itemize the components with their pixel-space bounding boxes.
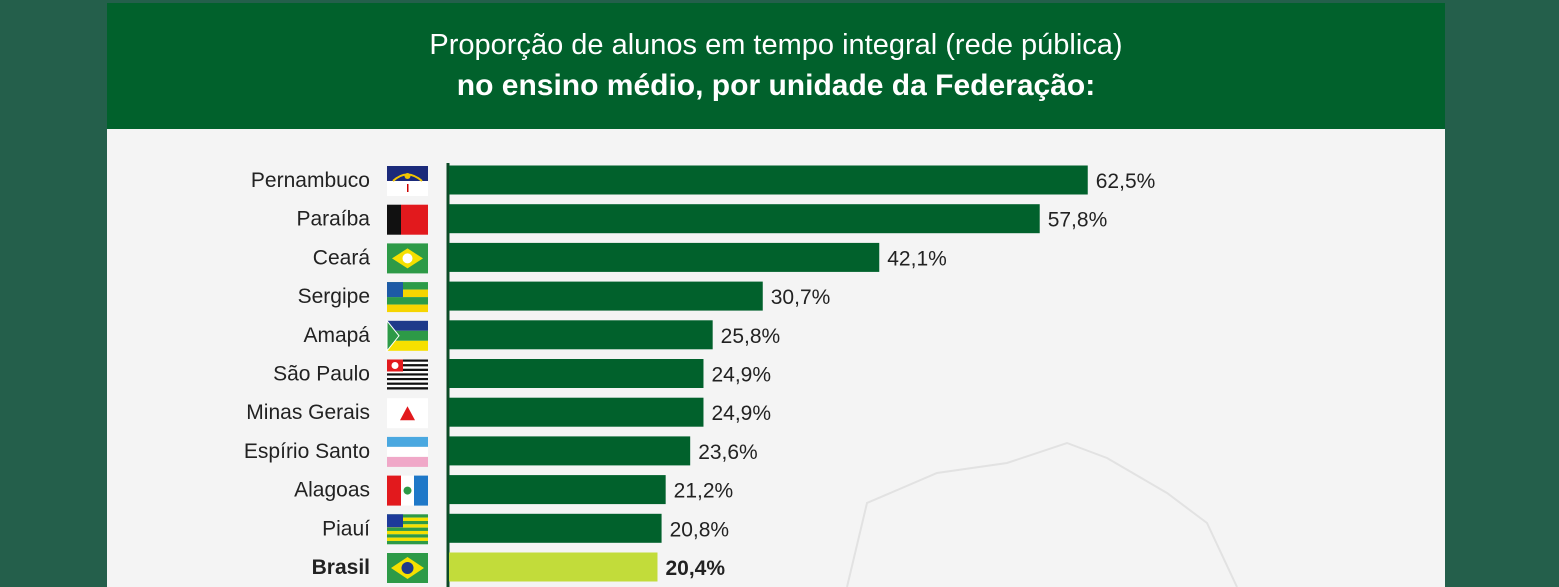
chart-header: Proporção de alunos em tempo integral (r… [107, 3, 1445, 129]
chart-panel: Proporção de alunos em tempo integral (r… [107, 3, 1445, 587]
bar-amapa [449, 320, 713, 350]
category-label: Pernambuco [251, 169, 370, 192]
category-label: Sergipe [298, 285, 370, 308]
bar-sergipe [449, 281, 763, 311]
bar-ceara [449, 242, 880, 272]
chart-title-line2: no ensino médio, por unidade da Federaçã… [456, 69, 1096, 102]
flag-ceara-icon [387, 243, 428, 274]
bar-pernambuco [449, 165, 1088, 195]
category-label: Minas Gerais [246, 401, 370, 424]
flag-minas-gerais-icon [387, 398, 428, 429]
category-label: Paraíba [296, 208, 370, 231]
value-label: 24,9% [711, 364, 771, 387]
bar-piaui [449, 513, 662, 543]
value-label: 20,4% [665, 557, 725, 580]
flag-amapa-icon [386, 319, 428, 353]
map-outline [846, 441, 1238, 587]
category-label: Piauí [322, 517, 370, 540]
value-label: 57,8% [1048, 209, 1108, 232]
chart-title-line1: Proporção de alunos em tempo integral (r… [429, 29, 1123, 61]
bar-minas-gerais [449, 397, 704, 427]
flag-pernambuco-icon [387, 166, 428, 196]
category-label: Alagoas [294, 479, 370, 502]
flag-alagoas-icon [387, 475, 428, 506]
value-label: 20,8% [670, 518, 730, 541]
flag-brasil-icon [387, 553, 428, 583]
bar-brasil [449, 552, 658, 582]
value-label: 21,2% [674, 480, 734, 503]
category-label: Brasil [312, 556, 370, 579]
flag-sao-paulo-icon [387, 359, 428, 390]
value-label: 24,9% [711, 402, 771, 425]
category-label: Amapá [303, 324, 370, 347]
flag-paraiba-icon [387, 204, 428, 235]
bar-paraiba [449, 204, 1040, 234]
category-label: Espírio Santo [244, 440, 370, 463]
value-label: 42,1% [887, 247, 947, 270]
bar-alagoas [449, 475, 666, 505]
bar-chart: Pernambuco 62,5% Paraíba 57,8% Ceará 42,1% Ser… [244, 163, 1238, 587]
flag-sergipe-icon [387, 282, 428, 313]
category-label: São Paulo [273, 363, 370, 386]
flag-espirio-santo-icon [387, 436, 428, 467]
value-label: 23,6% [698, 441, 758, 464]
value-label: 30,7% [771, 286, 831, 309]
category-label: Ceará [313, 246, 371, 269]
value-label: 62,5% [1096, 170, 1156, 193]
bar-sao-paulo [449, 359, 704, 388]
flag-piaui-icon [387, 514, 428, 545]
bar-espirio-santo [449, 436, 691, 466]
value-label: 25,8% [721, 325, 781, 348]
